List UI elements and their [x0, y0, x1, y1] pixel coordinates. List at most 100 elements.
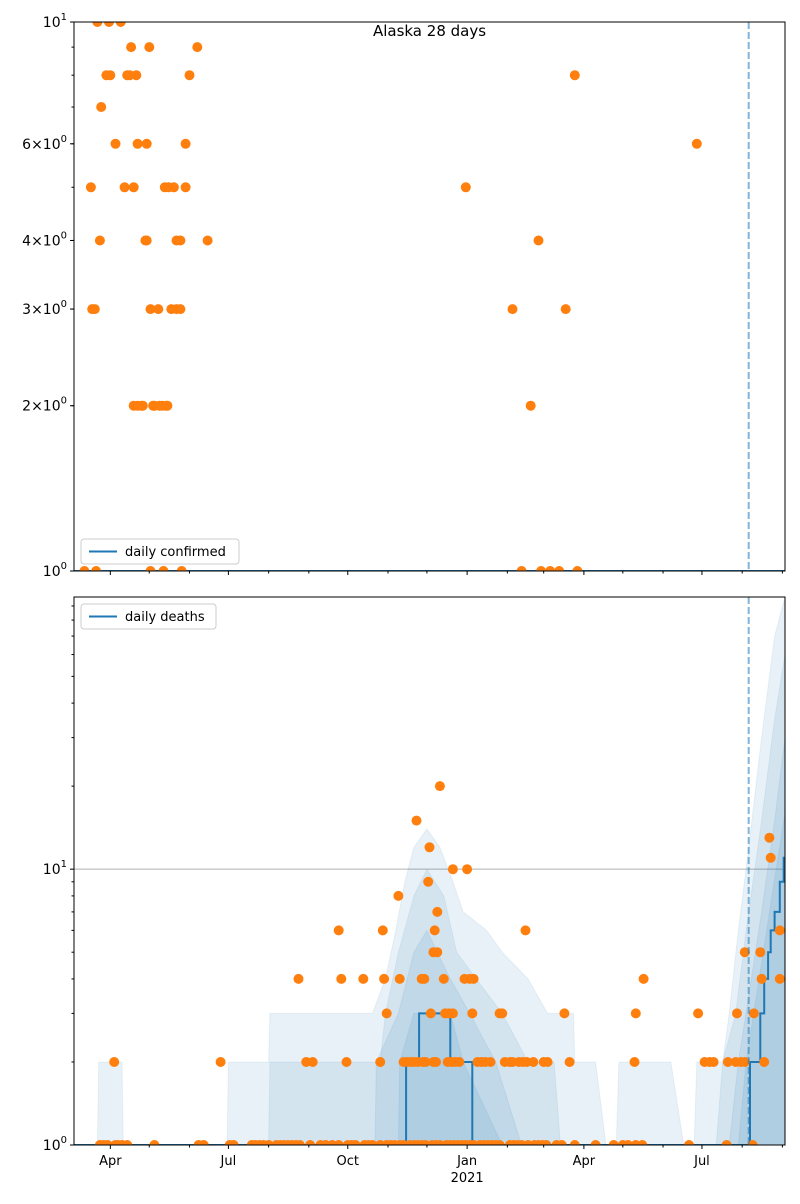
y-tick-label: 100 — [43, 1135, 67, 1154]
data-point — [132, 138, 143, 149]
legend-label: daily deaths — [125, 610, 205, 625]
data-point — [294, 1140, 305, 1145]
data-point — [131, 70, 142, 81]
data-point — [168, 182, 179, 193]
data-point — [765, 852, 776, 863]
data-point — [145, 304, 156, 315]
data-point — [454, 1057, 465, 1067]
data-point — [137, 400, 148, 411]
data-point — [764, 832, 775, 843]
data-point — [447, 1008, 458, 1019]
plot-area — [74, 597, 785, 1145]
chart-title: Alaska 28 days — [373, 22, 486, 40]
data-point — [755, 947, 766, 958]
data-point — [180, 182, 191, 193]
data-point — [333, 1140, 344, 1145]
data-point — [141, 138, 152, 149]
data-point — [637, 1140, 648, 1145]
data-point — [184, 70, 195, 81]
data-point — [149, 1140, 160, 1145]
series-line-daily-deaths — [74, 856, 785, 1145]
data-point — [559, 1008, 570, 1019]
data-point — [759, 1057, 770, 1067]
data-point — [122, 1140, 133, 1145]
data-point — [175, 235, 186, 246]
data-point — [96, 102, 107, 112]
data-point — [104, 22, 114, 27]
data-point — [569, 1140, 580, 1145]
data-point — [94, 235, 105, 246]
confidence-band-3 — [74, 812, 785, 1145]
y-tick-label: 101 — [43, 859, 67, 878]
data-point — [485, 1057, 496, 1067]
data-point — [377, 925, 388, 936]
data-point — [89, 304, 100, 315]
data-point — [462, 864, 473, 875]
x-tick-year-label: 2021 — [451, 1171, 484, 1186]
data-point — [542, 1057, 553, 1067]
data-point — [105, 70, 116, 81]
data-point — [536, 566, 547, 571]
data-point — [263, 1140, 274, 1145]
data-point — [393, 890, 404, 901]
data-point — [748, 1008, 759, 1019]
data-point — [115, 22, 126, 27]
axes-frame — [73, 21, 786, 572]
data-point — [336, 973, 347, 984]
y-tick-label: 6×100 — [22, 134, 67, 153]
data-point — [153, 304, 164, 315]
data-point — [739, 947, 750, 958]
data-point — [420, 1057, 431, 1067]
data-point — [102, 1140, 113, 1145]
data-point — [158, 566, 169, 571]
data-point — [119, 182, 130, 193]
data-point — [358, 973, 369, 984]
legend-box — [80, 603, 217, 630]
y-tick-label: 4×100 — [22, 230, 67, 249]
data-point — [528, 1057, 539, 1067]
data-point — [432, 906, 443, 917]
axes-frame — [73, 596, 786, 1146]
data-point — [423, 876, 434, 887]
data-point — [192, 42, 203, 53]
data-point — [109, 1057, 120, 1067]
data-point — [379, 973, 390, 984]
data-point — [732, 1008, 742, 1019]
data-point — [774, 925, 785, 936]
data-point — [497, 1008, 508, 1019]
data-point — [564, 1057, 575, 1067]
data-point — [341, 1057, 352, 1067]
data-point — [507, 304, 518, 315]
data-point — [432, 947, 443, 958]
x-tick-label: Jan — [456, 1154, 477, 1169]
data-point — [447, 864, 458, 875]
data-point — [425, 1008, 436, 1019]
data-point — [722, 1057, 733, 1067]
x-tick-label: Apr — [99, 1154, 122, 1169]
x-tick-label: Jul — [220, 1154, 237, 1169]
data-point — [560, 304, 571, 315]
data-point — [747, 1140, 758, 1145]
data-point — [367, 1140, 378, 1145]
bottom-axes-deaths: 101 100 Apr Jul Oct Jan 2021 Apr Jul daily deaths — [43, 596, 786, 1186]
legend-label: daily confirmed — [125, 545, 226, 560]
data-point — [541, 1140, 552, 1145]
y-tick-label: 3×100 — [22, 299, 67, 318]
data-point — [144, 42, 155, 53]
legend: daily confirmed — [80, 538, 240, 565]
data-point — [394, 973, 405, 984]
data-point — [228, 1140, 239, 1145]
data-point — [460, 182, 471, 193]
data-point — [684, 1140, 694, 1145]
data-point — [350, 1140, 361, 1145]
data-point — [638, 973, 649, 984]
data-point — [79, 566, 90, 571]
data-point — [721, 1140, 732, 1145]
data-point — [176, 566, 187, 571]
data-point — [128, 182, 139, 193]
data-point — [756, 973, 767, 984]
data-point — [533, 235, 544, 246]
data-point — [467, 1008, 478, 1019]
data-point — [202, 235, 213, 246]
